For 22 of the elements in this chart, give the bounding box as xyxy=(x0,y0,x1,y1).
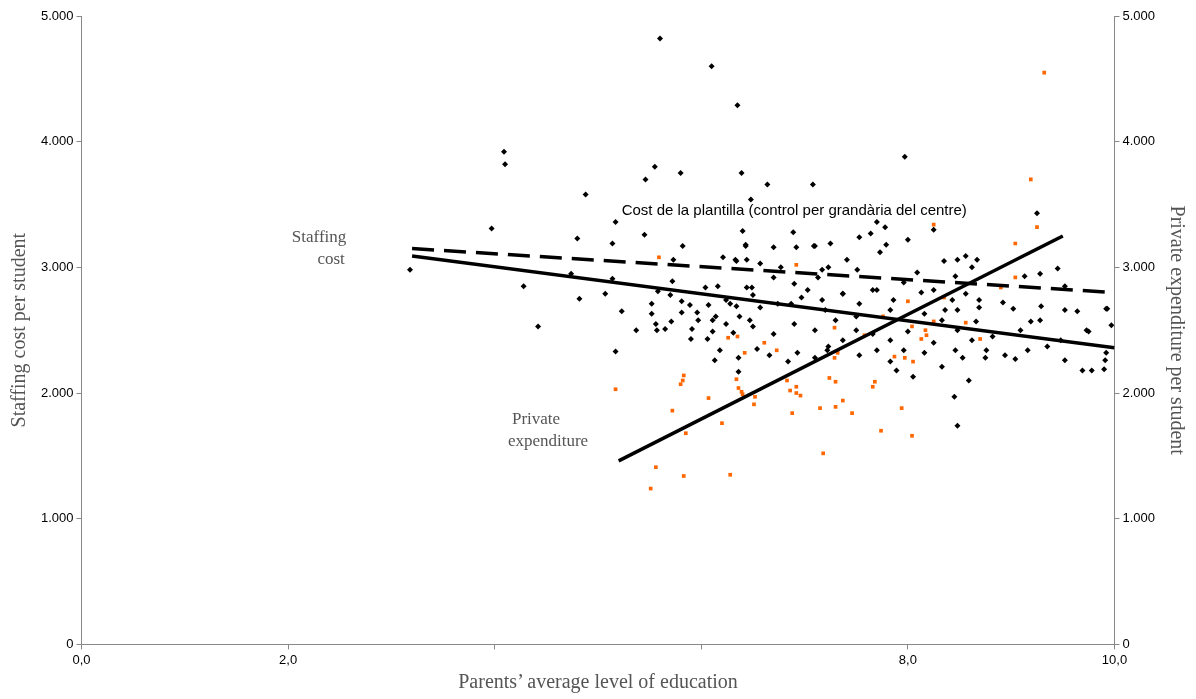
y2-axis-title: Private expenditure per student xyxy=(1165,205,1189,456)
y2-tick-label: 5.000 xyxy=(1122,7,1156,23)
x-tick-label: 2,0 xyxy=(279,651,298,667)
y-tick-label: 4.000 xyxy=(40,133,74,149)
y2-tick-label: 1.000 xyxy=(1122,510,1156,526)
x-tick-label: 10,0 xyxy=(1101,651,1128,667)
x-tick-label: 8,0 xyxy=(898,651,917,667)
y-tick-label: 5.000 xyxy=(40,7,74,23)
y2-tick-label: 3.000 xyxy=(1122,258,1156,274)
x-tick-label: 0,0 xyxy=(72,651,91,667)
y2-tick-label: 0 xyxy=(1122,635,1130,651)
x-axis-title: Parents’ average level of education xyxy=(458,670,738,694)
y-tick-label: 1.000 xyxy=(40,510,74,526)
y2-tick-label: 4.000 xyxy=(1122,133,1156,149)
annotation: Private expenditure xyxy=(507,409,589,451)
y2-tick-label: 2.000 xyxy=(1122,384,1156,400)
y-tick-label: 0 xyxy=(66,635,74,651)
annotation: Staffing cost xyxy=(291,226,347,268)
y-tick-label: 3.000 xyxy=(40,258,74,274)
y-tick-label: 2.000 xyxy=(40,384,74,400)
annotation: Cost de la plantilla (control per grandària del centre) xyxy=(621,200,967,218)
y-axis-title: Staffing cost per student xyxy=(7,232,31,428)
